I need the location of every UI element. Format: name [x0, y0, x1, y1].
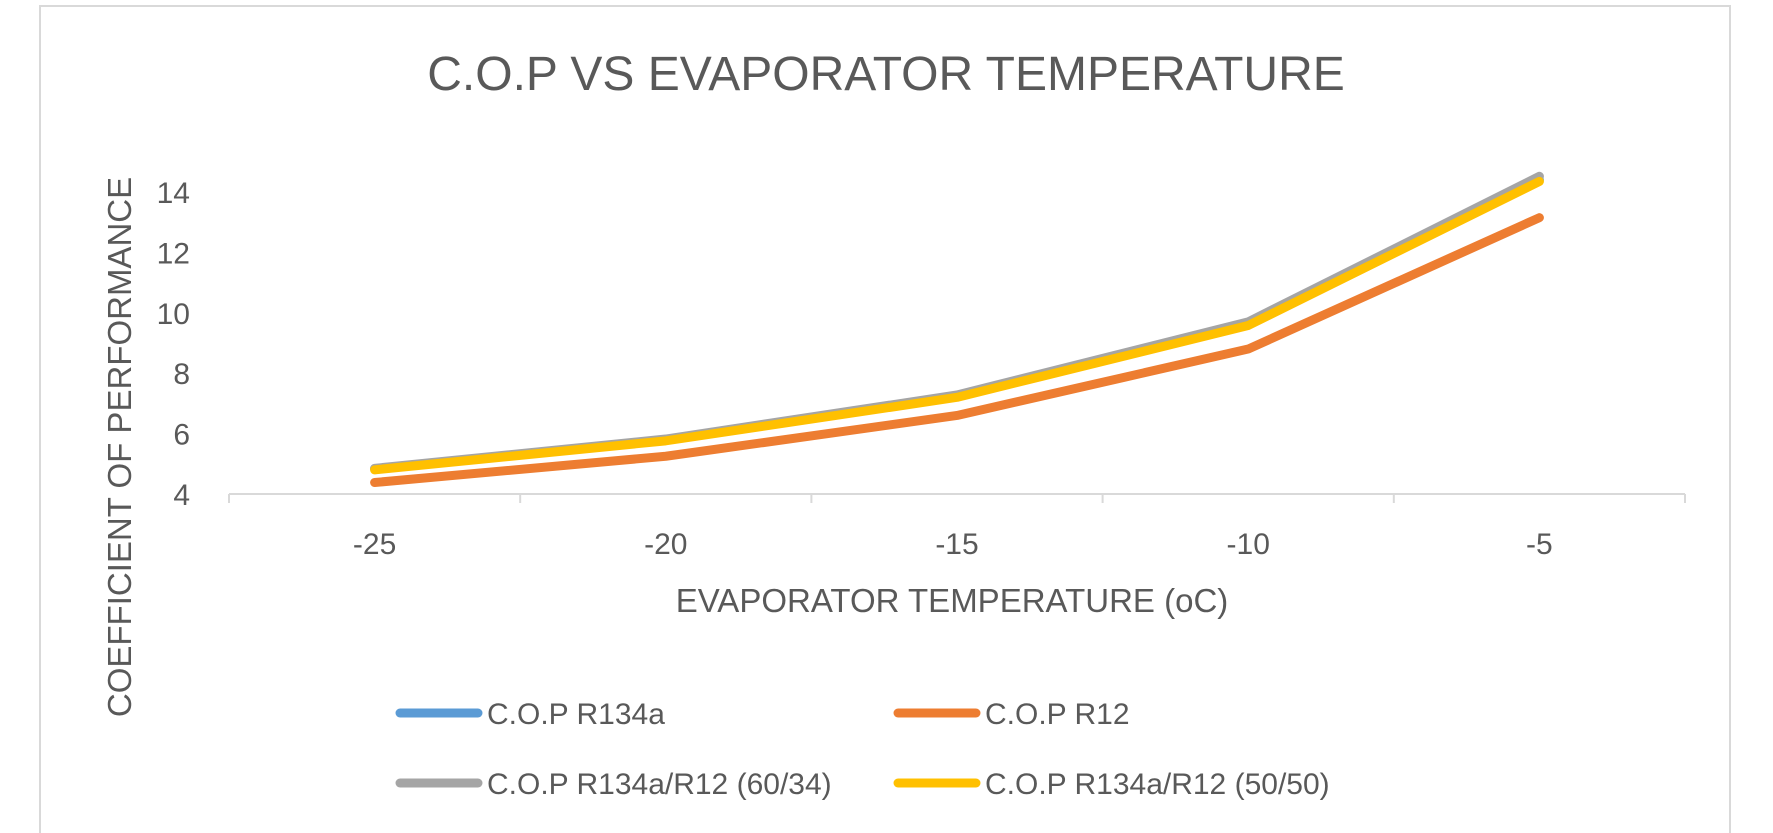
x-tick-label: -15 [935, 528, 978, 561]
legend-entry: C.O.P R134a [487, 698, 665, 731]
y-tick-label: 14 [157, 177, 190, 210]
legend: C.O.P R134a C.O.P R12 C.O.P R134a/R12 (60/… [395, 698, 1330, 801]
y-tick-label: 6 [173, 419, 190, 452]
chart-title: C.O.P VS EVAPORATOR TEMPERATURE [427, 48, 1345, 101]
y-tick-label: 12 [157, 237, 190, 270]
x-tick-label: -25 [353, 528, 396, 561]
x-tick-label: -5 [1526, 528, 1553, 561]
y-tick-label: 8 [173, 358, 190, 391]
legend-entry: C.O.P R12 [985, 698, 1130, 731]
y-tick-label: 4 [173, 479, 190, 512]
series-lines [370, 171, 1544, 488]
y-tick-label: 10 [157, 298, 190, 331]
series-line [370, 213, 1544, 488]
x-tick-marks [228, 494, 1686, 503]
y-tick-labels: 4 6 8 10 12 14 [157, 177, 190, 512]
y-axis-label: COEFFICIENT OF PERFORMANCE [101, 177, 138, 717]
chart-frame [39, 5, 1731, 833]
x-axis-label: EVAPORATOR TEMPERATURE (oC) [676, 582, 1229, 619]
legend-entry: C.O.P R134a/R12 (60/34) [487, 768, 832, 801]
series-line [370, 176, 1544, 475]
x-tick-label: -10 [1227, 528, 1270, 561]
legend-entry: C.O.P R134a/R12 (50/50) [985, 768, 1330, 801]
x-tick-label: -20 [644, 528, 687, 561]
x-tick-labels: -25 -20 -15 -10 -5 [353, 528, 1553, 561]
